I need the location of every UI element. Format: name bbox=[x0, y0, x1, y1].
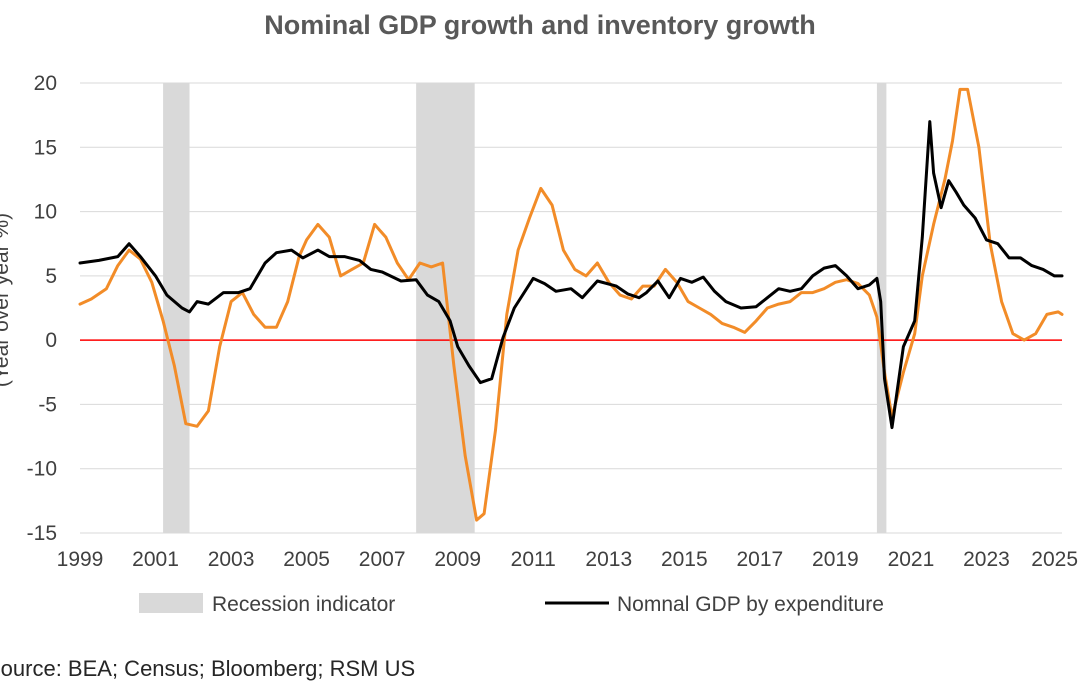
series-line-nominal-gdp bbox=[78, 120, 1064, 430]
x-tick-label: 2013 bbox=[585, 548, 632, 571]
recession-band bbox=[163, 83, 190, 533]
x-tick-label: 2003 bbox=[208, 548, 255, 571]
y-tick-label: 20 bbox=[34, 72, 57, 95]
y-tick-label: 5 bbox=[45, 265, 57, 288]
series-line-inventories bbox=[78, 87, 1064, 522]
x-tick-label: 2005 bbox=[283, 548, 330, 571]
legend-recession-label: Recession indicator bbox=[212, 593, 395, 616]
y-tick-label: 0 bbox=[45, 329, 57, 352]
series-lines bbox=[78, 87, 1064, 522]
x-tick-label: 2009 bbox=[434, 548, 481, 571]
x-tick-label: 2025 bbox=[1031, 548, 1078, 571]
y-tick-label: -15 bbox=[27, 522, 57, 545]
x-axis-ticks: 1999 2001 2003 2005 2007 2009 2011 2013 2015 2017… bbox=[57, 548, 1078, 571]
legend: Recession indicator Nomnal GDP by expend… bbox=[139, 593, 884, 616]
legend-gdp-label: Nomnal GDP by expenditure bbox=[617, 593, 884, 616]
source-note: Source: BEA; Census; Bloomberg; RSM US bbox=[0, 656, 416, 681]
x-tick-label: 2011 bbox=[511, 548, 556, 571]
x-tick-label: 2015 bbox=[661, 548, 708, 571]
y-tick-label: 10 bbox=[34, 201, 57, 224]
x-tick-label: 2021 bbox=[888, 548, 935, 571]
y-tick-label: -10 bbox=[27, 458, 57, 481]
x-tick-label: 2017 bbox=[736, 548, 783, 571]
y-axis-ticks: 20 15 10 5 0 -5 -10 -15 bbox=[27, 72, 57, 545]
chart-title: Nominal GDP growth and inventory growth bbox=[264, 10, 816, 40]
recession-bands bbox=[163, 83, 887, 533]
x-tick-label: 2019 bbox=[812, 548, 859, 571]
y-tick-label: 15 bbox=[34, 136, 57, 159]
legend-recession-swatch bbox=[139, 593, 203, 613]
grid-lines bbox=[80, 82, 1062, 534]
x-tick-label: 1999 bbox=[57, 548, 104, 571]
x-tick-label: 2023 bbox=[963, 548, 1010, 571]
x-tick-label: 2007 bbox=[359, 548, 406, 571]
x-tick-label: 2001 bbox=[132, 548, 179, 571]
y-tick-label: -5 bbox=[38, 393, 57, 416]
y-axis-label: (Year over year %) bbox=[0, 213, 13, 387]
